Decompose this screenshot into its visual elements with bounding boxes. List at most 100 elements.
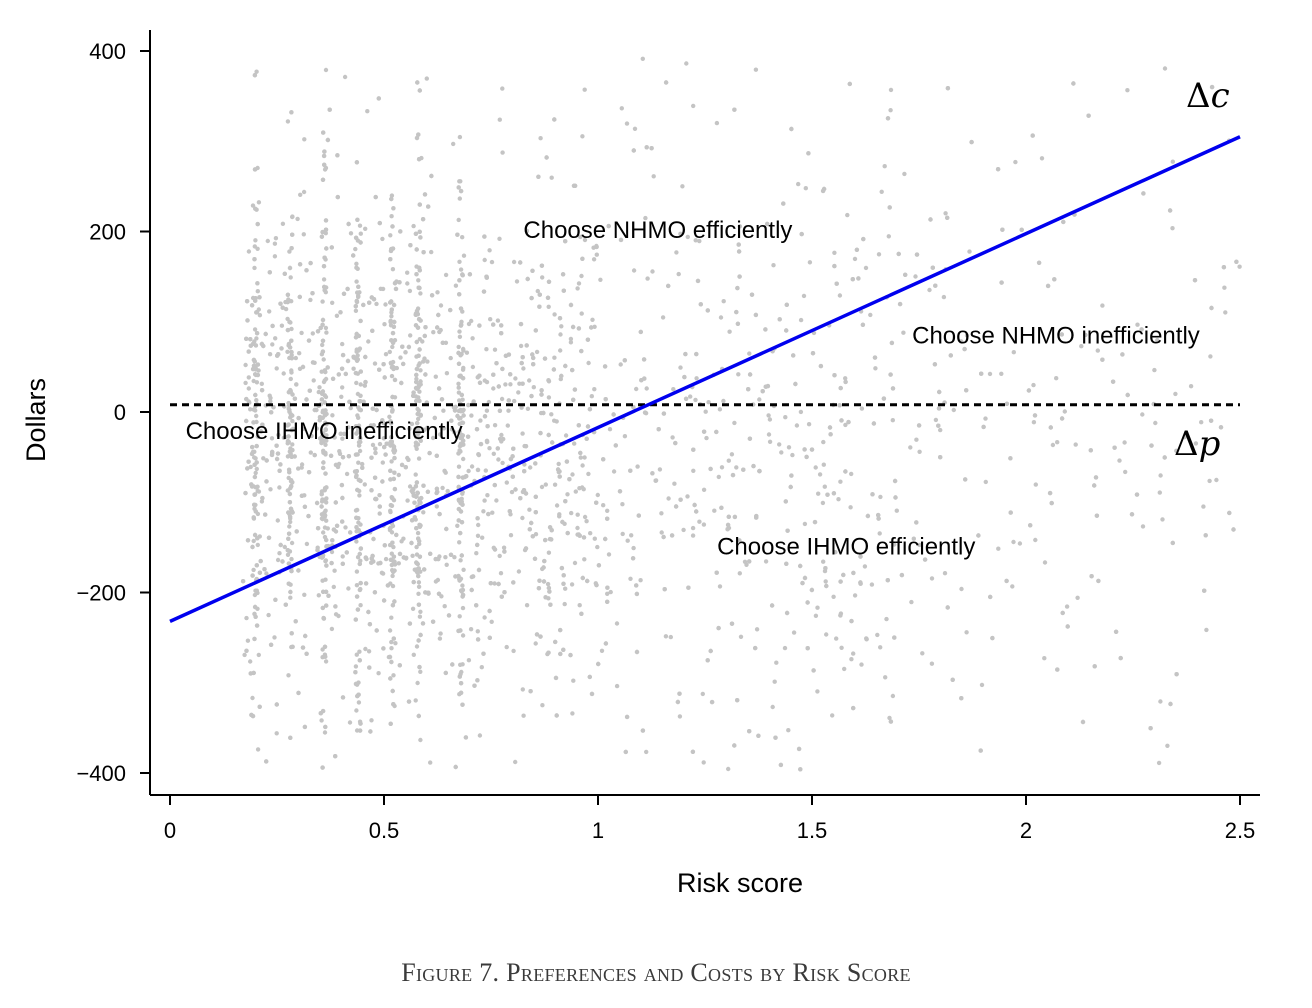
scatter-point — [530, 268, 535, 273]
scatter-point — [366, 339, 371, 344]
scatter-point — [554, 419, 559, 424]
scatter-point — [546, 378, 551, 383]
scatter-point — [476, 567, 482, 573]
x-tick-label: 2 — [1020, 818, 1032, 843]
scatter-point — [255, 362, 261, 367]
scatter-point — [254, 588, 259, 593]
scatter-point — [605, 585, 610, 590]
scatter-point — [354, 380, 359, 386]
scatter-point — [369, 718, 374, 723]
scatter-point — [578, 455, 583, 460]
scatter-point — [540, 275, 545, 280]
scatter-point — [416, 353, 421, 358]
scatter-point — [390, 573, 395, 579]
scatter-point — [783, 415, 788, 420]
scatter-point — [332, 435, 337, 440]
scatter-point — [1092, 664, 1097, 669]
scatter-point — [505, 423, 510, 428]
scatter-point — [417, 664, 422, 670]
scatter-point — [645, 276, 650, 281]
scatter-point — [391, 476, 396, 482]
scatter-point — [491, 386, 496, 391]
scatter-point — [296, 466, 301, 471]
scatter-point — [863, 265, 869, 271]
scatter-point — [485, 424, 490, 429]
scatter-point — [348, 405, 353, 411]
scatter-point — [869, 582, 875, 587]
scatter-point — [418, 382, 423, 387]
scatter-point — [963, 477, 968, 482]
scatter-point — [323, 218, 329, 223]
scatter-point — [607, 427, 613, 432]
scatter-point — [253, 367, 258, 372]
scatter-point — [252, 492, 257, 497]
scatter-point — [416, 638, 421, 643]
scatter-point — [914, 437, 919, 442]
scatter-point — [276, 432, 281, 438]
scatter-point — [390, 394, 395, 400]
scatter-point — [469, 413, 474, 418]
scatter-point — [550, 440, 555, 445]
scatter-point — [489, 619, 494, 624]
scatter-point — [765, 383, 771, 389]
scatter-point — [486, 399, 492, 405]
scatter-point — [579, 311, 584, 316]
scatter-point — [357, 728, 363, 733]
scatter-point — [700, 691, 705, 697]
scatter-point — [1047, 490, 1053, 496]
scatter-point — [831, 594, 836, 599]
scatter-point — [675, 699, 681, 705]
scatter-point — [389, 373, 395, 379]
scatter-point — [568, 336, 574, 342]
scatter-point — [358, 369, 363, 374]
scatter-point — [477, 733, 483, 738]
scatter-point — [416, 456, 422, 461]
scatter-point — [392, 599, 397, 604]
scatter-point — [338, 431, 343, 436]
scatter-point — [358, 240, 363, 245]
scatter-point — [423, 325, 428, 330]
scatter-point — [643, 215, 648, 221]
scatter-point — [415, 80, 420, 85]
scatter-point — [838, 385, 843, 391]
scatter-point — [870, 492, 875, 497]
scatter-point — [729, 452, 735, 457]
scatter-point — [735, 698, 740, 703]
scatter-point — [458, 179, 463, 184]
scatter-point — [603, 536, 608, 542]
scatter-point — [1061, 219, 1066, 225]
scatter-point — [388, 319, 393, 325]
scatter-point — [487, 635, 492, 640]
scatter-point — [686, 585, 691, 590]
figure-caption: Figure 7. Preferences and Costs by Risk … — [401, 958, 911, 987]
scatter-point — [294, 382, 299, 387]
delta-p-label: Δp — [1174, 424, 1220, 464]
scatter-point — [890, 418, 895, 423]
scatter-point — [413, 312, 418, 317]
scatter-point — [323, 325, 329, 331]
scatter-point — [388, 257, 393, 262]
scatter-point — [244, 336, 249, 341]
scatter-point — [594, 500, 599, 505]
scatter-point — [285, 299, 290, 305]
scatter-point — [1100, 357, 1105, 362]
scatter-point — [595, 544, 600, 550]
scatter-point — [392, 455, 397, 461]
scatter-point — [320, 342, 325, 348]
scatter-point — [763, 559, 769, 564]
scatter-point — [389, 639, 394, 645]
scatter-point — [1160, 517, 1165, 522]
scatter-point — [688, 394, 693, 399]
scatter-point — [389, 646, 394, 651]
scatter-point — [340, 495, 345, 501]
scatter-point — [332, 568, 337, 573]
scatter-point — [668, 634, 673, 640]
scatter-point — [851, 651, 856, 656]
scatter-point — [529, 295, 534, 301]
scatter-point — [323, 427, 328, 433]
x-tick-label: 0.5 — [369, 818, 400, 843]
scatter-point — [324, 330, 329, 335]
scatter-point — [435, 577, 441, 583]
scatter-point — [605, 508, 610, 513]
scatter-point — [248, 343, 253, 348]
